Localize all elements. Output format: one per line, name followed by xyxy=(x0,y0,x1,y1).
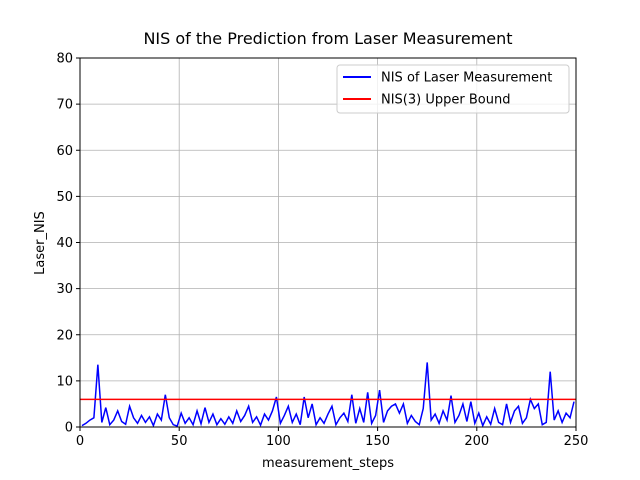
y-tick-label: 50 xyxy=(56,190,73,205)
plot-frame xyxy=(79,57,577,428)
x-tick-label: 150 xyxy=(365,434,390,449)
y-tick-label: 40 xyxy=(56,236,73,251)
line xyxy=(81,362,575,428)
y-axis-label: Laser_NIS xyxy=(33,211,48,275)
y-tick-label: 0 xyxy=(65,421,73,436)
x-tick-label: 50 xyxy=(171,434,188,449)
legend: NIS of Laser Measurement NIS(3) Upper Bou… xyxy=(336,64,570,114)
x-axis-label: measurement_steps xyxy=(262,456,394,471)
y-tick-label: 10 xyxy=(56,374,73,389)
x-tick-label: 100 xyxy=(266,434,291,449)
y-tick-label: 80 xyxy=(56,52,73,67)
x-tick-label: 0 xyxy=(76,434,84,449)
x-tick-label: 250 xyxy=(564,434,589,449)
y-tick-label: 30 xyxy=(56,282,73,297)
legend-label: NIS of Laser Measurement xyxy=(381,71,552,86)
legend-label: NIS(3) Upper Bound xyxy=(381,93,510,108)
x-tick-label: 200 xyxy=(464,434,489,449)
chart-title: NIS of the Prediction from Laser Measure… xyxy=(143,29,512,48)
y-tick-label: 70 xyxy=(56,98,73,113)
y-tick-label: 20 xyxy=(56,328,73,343)
legend-box xyxy=(336,64,570,114)
y-tick-label: 60 xyxy=(56,144,73,159)
